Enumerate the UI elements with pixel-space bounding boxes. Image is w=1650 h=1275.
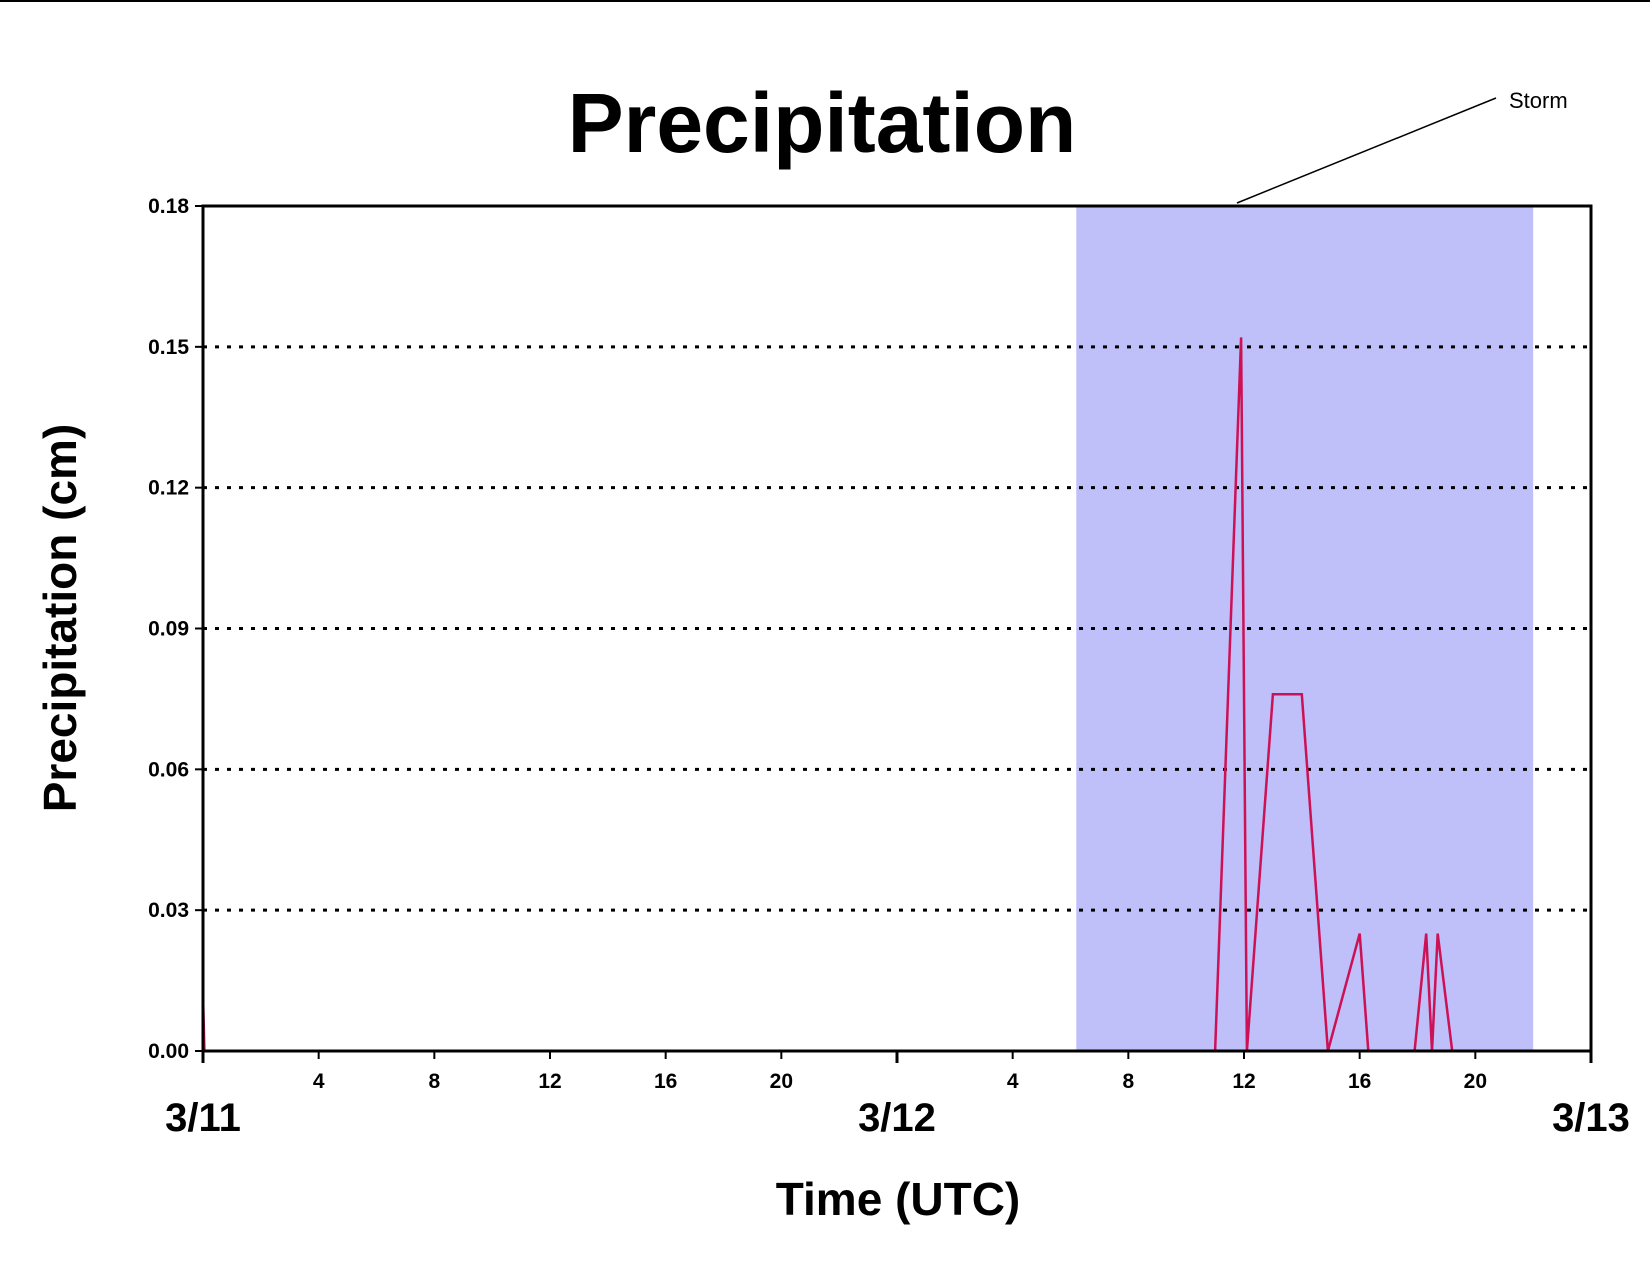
x-hour-label: 12 — [1232, 1070, 1255, 1093]
x-hour-label: 16 — [654, 1070, 677, 1093]
x-axis-label: Time (UTC) — [776, 1173, 1021, 1225]
x-hour-label: 20 — [1464, 1070, 1487, 1093]
x-date-label: 3/11 — [165, 1096, 241, 1140]
y-tick-label: 0.09 — [148, 618, 189, 641]
chart-title: Precipitation — [568, 76, 1077, 170]
y-tick-label: 0.06 — [148, 758, 189, 781]
x-hour-label: 8 — [1122, 1070, 1134, 1093]
precipitation-series-line — [201, 337, 1591, 1053]
y-tick-label: 0.12 — [148, 477, 189, 500]
x-hour-label: 16 — [1348, 1070, 1371, 1093]
x-hour-label: 4 — [1007, 1070, 1019, 1093]
y-axis-label: Precipitation (cm) — [34, 424, 86, 813]
y-tick-label: 0.18 — [148, 195, 189, 218]
storm-annotation-leader — [1236, 97, 1497, 204]
storm-annotation-label: Storm — [1509, 88, 1568, 113]
y-tick-label: 0.00 — [148, 1040, 189, 1063]
x-hour-label: 12 — [538, 1070, 561, 1093]
y-tick-label: 0.15 — [148, 336, 189, 359]
x-date-label: 3/12 — [858, 1096, 936, 1140]
y-tick-label: 0.03 — [148, 899, 189, 922]
x-hour-label: 4 — [313, 1070, 325, 1093]
x-hour-label: 20 — [770, 1070, 793, 1093]
plot-area: 0.00 0.03 0.06 0.09 0.12 0.15 0.18 4 8 12 16 20 4 8 12… — [148, 195, 1630, 1140]
x-date-label: 3/13 — [1552, 1096, 1630, 1140]
x-hour-label: 8 — [428, 1070, 440, 1093]
